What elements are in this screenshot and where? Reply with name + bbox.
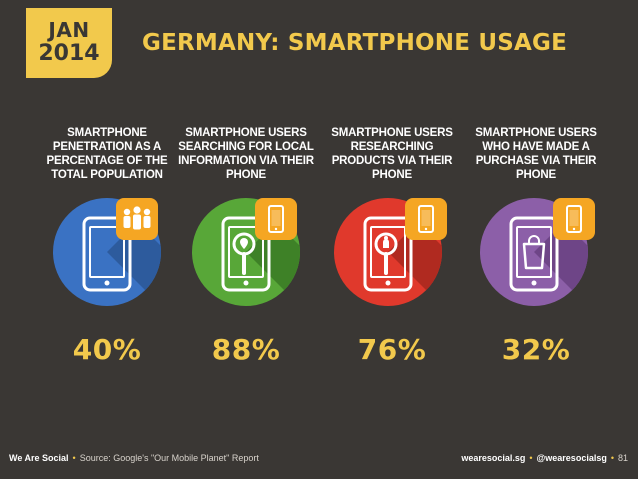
phone-badge-icon xyxy=(553,198,595,240)
smartphone-icon xyxy=(82,216,161,306)
footer: We Are Social • Source: Google's "Our Mobi… xyxy=(0,452,638,466)
footer-right: wearesocial.sg • @wearesocialsg • 81 xyxy=(461,453,628,463)
smartphone-icon xyxy=(221,216,300,306)
stat-value-penetration: 40% xyxy=(72,333,142,366)
date-month: JAN xyxy=(48,18,90,42)
phone-badge-icon xyxy=(255,198,297,240)
footer-source: Source: Google's "Our Mobile Planet" Rep… xyxy=(79,453,259,463)
page-title: GERMANY: SMARTPHONE USAGE xyxy=(142,30,567,56)
footer-separator: • xyxy=(529,453,533,463)
stat-value-local-search: 88% xyxy=(211,333,281,366)
stat-label-local-search: SMARTPHONE USERS SEARCHING FOR LOCAL INF… xyxy=(178,127,314,181)
smartphone-icon xyxy=(509,216,588,306)
footer-website[interactable]: wearesocial.sg xyxy=(461,453,526,463)
stat-value-purchase: 32% xyxy=(501,333,571,366)
footer-separator: • xyxy=(72,453,76,463)
smartphone-icon xyxy=(363,216,442,306)
footer-brand: We Are Social xyxy=(9,453,69,463)
footer-handle[interactable]: @wearesocialsg xyxy=(536,453,607,463)
date-badge: JAN 2014 xyxy=(26,8,112,78)
phone-badge-icon xyxy=(405,198,447,240)
stat-circle-product-research xyxy=(334,198,442,306)
stat-label-purchase: SMARTPHONE USERS WHO HAVE MADE A PURCHAS… xyxy=(475,127,597,181)
stat-label-product-research: SMARTPHONE USERS RESEARCHING PRODUCTS VI… xyxy=(331,127,453,181)
footer-page-number: 81 xyxy=(617,453,628,463)
stat-label-penetration: SMARTPHONE PENETRATION AS A PERCENTAGE O… xyxy=(46,127,168,181)
stat-value-product-research: 76% xyxy=(357,333,427,366)
date-year: 2014 xyxy=(38,41,100,66)
footer-left: We Are Social • Source: Google's "Our Mobi… xyxy=(9,453,259,463)
people-icon xyxy=(116,198,158,240)
footer-separator: • xyxy=(610,453,614,463)
